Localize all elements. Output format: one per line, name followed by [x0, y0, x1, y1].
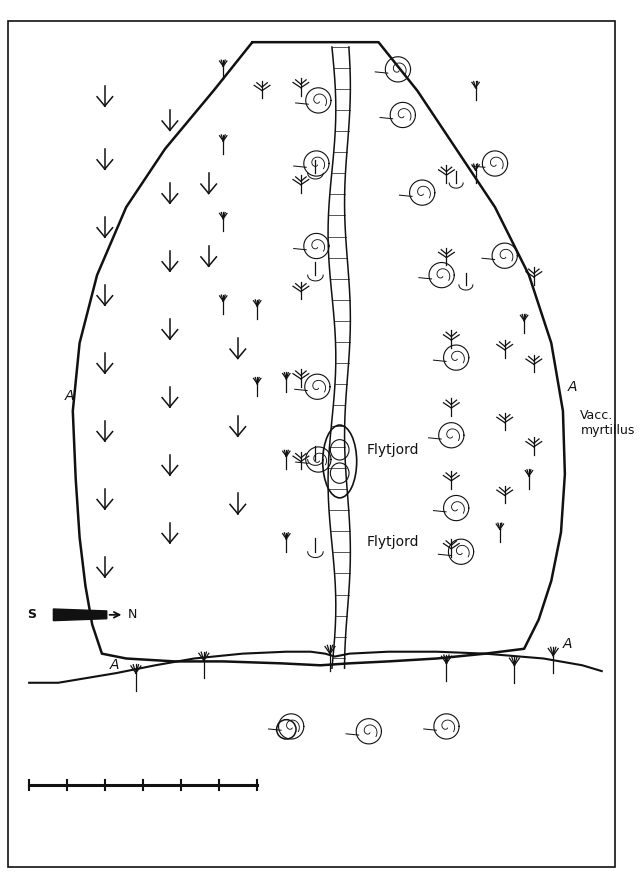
Text: Vacc.: Vacc.: [580, 409, 614, 423]
Text: A: A: [110, 658, 119, 672]
Text: Flytjord: Flytjord: [367, 535, 419, 549]
Text: N: N: [128, 608, 137, 622]
Text: A: A: [563, 637, 573, 651]
Text: S: S: [27, 608, 36, 622]
Text: A: A: [568, 380, 577, 393]
Text: Flytjord: Flytjord: [367, 443, 419, 456]
Polygon shape: [53, 609, 107, 621]
Text: A: A: [65, 390, 74, 403]
Text: myrtillus: myrtillus: [580, 424, 635, 437]
